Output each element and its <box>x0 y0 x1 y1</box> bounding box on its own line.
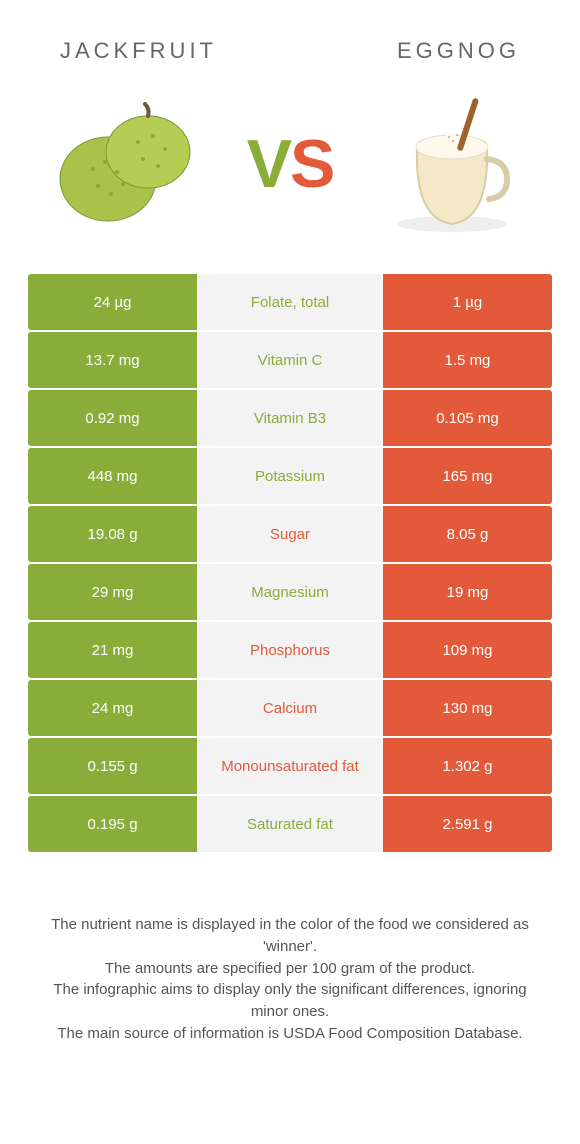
right-value: 165 mg <box>383 448 552 504</box>
eggnog-image <box>372 84 532 244</box>
table-row: 448 mgPotassium165 mg <box>28 448 552 504</box>
footnote-line-4: The main source of information is USDA F… <box>36 1023 544 1045</box>
right-value: 19 mg <box>383 564 552 620</box>
right-value: 109 mg <box>383 622 552 678</box>
jackfruit-image <box>48 84 208 244</box>
nutrient-label: Sugar <box>197 506 383 562</box>
right-value: 130 mg <box>383 680 552 736</box>
nutrient-label: Calcium <box>197 680 383 736</box>
nutrient-label: Phosphorus <box>197 622 383 678</box>
right-value: 0.105 mg <box>383 390 552 446</box>
right-value: 1.302 g <box>383 738 552 794</box>
left-value: 13.7 mg <box>28 332 197 388</box>
left-value: 29 mg <box>28 564 197 620</box>
left-value: 24 mg <box>28 680 197 736</box>
footnote-line-2: The amounts are specified per 100 gram o… <box>36 958 544 980</box>
table-row: 0.155 gMonounsaturated fat1.302 g <box>28 738 552 794</box>
table-row: 19.08 gSugar8.05 g <box>28 506 552 562</box>
comparison-table: 24 µgFolate, total1 µg13.7 mgVitamin C1.… <box>0 274 580 854</box>
vs-label: VS <box>247 125 334 203</box>
nutrient-label: Potassium <box>197 448 383 504</box>
table-row: 29 mgMagnesium19 mg <box>28 564 552 620</box>
right-value: 8.05 g <box>383 506 552 562</box>
nutrient-label: Saturated fat <box>197 796 383 852</box>
nutrient-label: Folate, total <box>197 274 383 330</box>
nutrient-label: Vitamin C <box>197 332 383 388</box>
right-title: Eggnog <box>397 38 520 64</box>
left-value: 0.92 mg <box>28 390 197 446</box>
left-value: 24 µg <box>28 274 197 330</box>
table-row: 0.92 mgVitamin B30.105 mg <box>28 390 552 446</box>
table-row: 0.195 gSaturated fat2.591 g <box>28 796 552 852</box>
right-value: 1.5 mg <box>383 332 552 388</box>
footnote-line-1: The nutrient name is displayed in the co… <box>36 914 544 958</box>
left-value: 21 mg <box>28 622 197 678</box>
left-value: 0.155 g <box>28 738 197 794</box>
header: Jackfruit Eggnog <box>0 0 580 84</box>
nutrient-label: Magnesium <box>197 564 383 620</box>
right-value: 1 µg <box>383 274 552 330</box>
right-value: 2.591 g <box>383 796 552 852</box>
left-value: 19.08 g <box>28 506 197 562</box>
left-value: 448 mg <box>28 448 197 504</box>
left-value: 0.195 g <box>28 796 197 852</box>
nutrient-label: Vitamin B3 <box>197 390 383 446</box>
vs-s: S <box>290 126 333 202</box>
footnote: The nutrient name is displayed in the co… <box>0 854 580 1045</box>
footnote-line-3: The infographic aims to display only the… <box>36 979 544 1023</box>
left-title: Jackfruit <box>60 38 217 64</box>
vs-v: V <box>247 126 290 202</box>
images-row: VS <box>0 84 580 274</box>
table-row: 24 mgCalcium130 mg <box>28 680 552 736</box>
nutrient-label: Monounsaturated fat <box>197 738 383 794</box>
table-row: 24 µgFolate, total1 µg <box>28 274 552 330</box>
table-row: 13.7 mgVitamin C1.5 mg <box>28 332 552 388</box>
table-row: 21 mgPhosphorus109 mg <box>28 622 552 678</box>
